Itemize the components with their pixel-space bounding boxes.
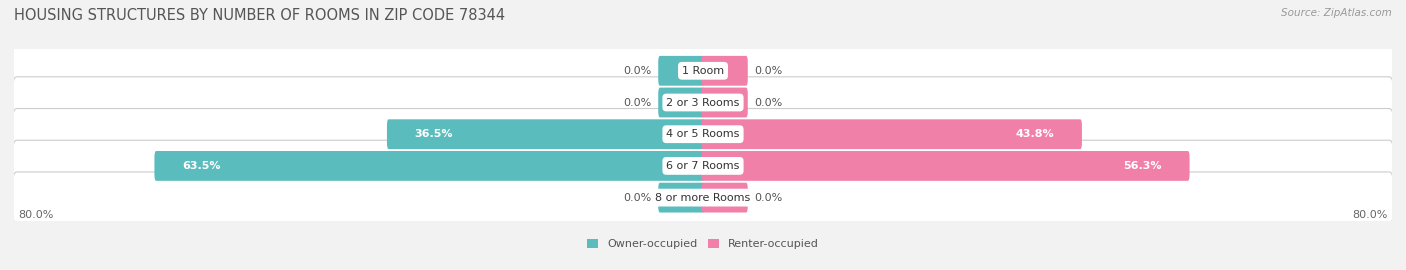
Text: 80.0%: 80.0% — [1353, 210, 1388, 220]
Text: 6 or 7 Rooms: 6 or 7 Rooms — [666, 161, 740, 171]
Text: 0.0%: 0.0% — [755, 97, 783, 107]
FancyBboxPatch shape — [13, 140, 1393, 192]
FancyBboxPatch shape — [658, 87, 704, 117]
Legend: Owner-occupied, Renter-occupied: Owner-occupied, Renter-occupied — [582, 235, 824, 254]
FancyBboxPatch shape — [155, 151, 704, 181]
FancyBboxPatch shape — [13, 109, 1393, 160]
FancyBboxPatch shape — [13, 172, 1393, 223]
FancyBboxPatch shape — [702, 151, 1189, 181]
FancyBboxPatch shape — [702, 87, 748, 117]
Text: 43.8%: 43.8% — [1015, 129, 1054, 139]
Text: 80.0%: 80.0% — [18, 210, 53, 220]
FancyBboxPatch shape — [702, 119, 1083, 149]
Text: 63.5%: 63.5% — [181, 161, 221, 171]
Text: 36.5%: 36.5% — [415, 129, 453, 139]
FancyBboxPatch shape — [702, 183, 748, 212]
FancyBboxPatch shape — [658, 183, 704, 212]
FancyBboxPatch shape — [387, 119, 704, 149]
Text: Source: ZipAtlas.com: Source: ZipAtlas.com — [1281, 8, 1392, 18]
Text: 0.0%: 0.0% — [623, 97, 651, 107]
Text: 4 or 5 Rooms: 4 or 5 Rooms — [666, 129, 740, 139]
FancyBboxPatch shape — [702, 56, 748, 86]
Text: 56.3%: 56.3% — [1123, 161, 1161, 171]
Text: 0.0%: 0.0% — [755, 193, 783, 202]
Text: 1 Room: 1 Room — [682, 66, 724, 76]
Text: HOUSING STRUCTURES BY NUMBER OF ROOMS IN ZIP CODE 78344: HOUSING STRUCTURES BY NUMBER OF ROOMS IN… — [14, 8, 505, 23]
Text: 0.0%: 0.0% — [623, 66, 651, 76]
FancyBboxPatch shape — [13, 45, 1393, 96]
FancyBboxPatch shape — [13, 77, 1393, 128]
Text: 2 or 3 Rooms: 2 or 3 Rooms — [666, 97, 740, 107]
FancyBboxPatch shape — [658, 56, 704, 86]
Text: 0.0%: 0.0% — [755, 66, 783, 76]
Text: 8 or more Rooms: 8 or more Rooms — [655, 193, 751, 202]
Text: 0.0%: 0.0% — [623, 193, 651, 202]
